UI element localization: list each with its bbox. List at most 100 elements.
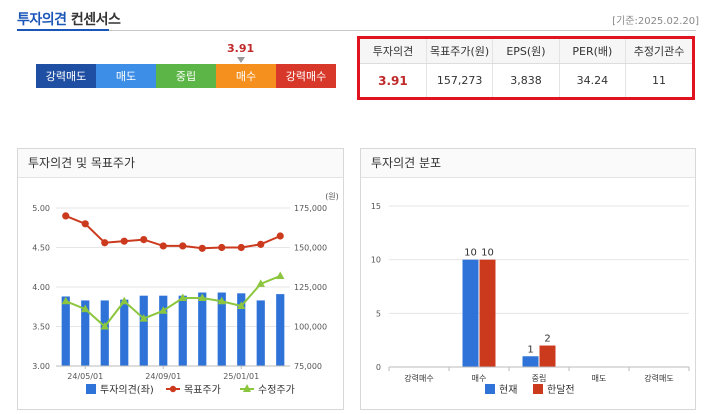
data-label: 2 [544, 334, 550, 345]
adjusted-price-point [61, 296, 70, 305]
opinion-target-price-chart: 5.00 4.50 4.00 3.50 3.00 175,000 150,000 125,00… [32, 192, 339, 396]
opinion-bar [120, 299, 129, 366]
legend-swatch-opinion [86, 384, 96, 394]
adjusted-price-point [217, 296, 226, 305]
y-right-tick-label: 100,000 [294, 323, 327, 332]
month-ago-bar [539, 345, 556, 367]
legend-label-target: 목표주가 [184, 384, 221, 396]
legend-label-opinion: 투자의견(좌) [100, 384, 154, 396]
opinion-scale-value: 3.91 [227, 42, 255, 55]
target-price-point [218, 243, 226, 252]
table-row: 3.91 157,273 3,838 34.24 11 [360, 63, 692, 97]
opinion-distribution-chart: 10 1 10 2 15 10 5 0 강력매수 매수 중립 매도 강력매도 현재 한달전 [371, 202, 690, 396]
target-price-point [101, 239, 109, 247]
y-tick-label: 0 [376, 363, 381, 372]
legend-label-adjusted: 수정주가 [258, 384, 295, 396]
x-tick-label: 24/05/01 [67, 372, 103, 381]
target-price-point [159, 242, 167, 250]
target-price-point [198, 244, 206, 252]
title-main: 투자의견 [17, 12, 67, 28]
header-divider [17, 30, 696, 31]
header-accent [17, 29, 109, 31]
title-sub: 컨센서스 [70, 12, 121, 28]
y-right-tick-label: 175,000 [294, 204, 327, 213]
y-tick-label: 5 [376, 309, 381, 318]
legend-label-month-ago: 한달전 [547, 384, 575, 396]
legend-swatch-adjusted [243, 384, 251, 392]
target-price-point [276, 232, 284, 240]
target-price-point [81, 220, 89, 228]
cell-institutions: 11 [652, 74, 667, 87]
col-header-target-price: 목표주가(원) [426, 39, 494, 64]
table-header-row: 투자의견 목표주가(원) EPS(원) PER(배) 추정기관수 [360, 39, 692, 64]
data-label: 10 [464, 248, 477, 259]
scale-segment-buy: 매수 [216, 64, 276, 88]
col-header-opinion: 투자의견 [360, 39, 427, 64]
opinion-bar [237, 293, 246, 366]
target-price-point [257, 240, 265, 248]
opinion-bar [61, 296, 70, 366]
data-label: 1 [527, 344, 533, 355]
y-left-tick-label: 5.00 [32, 204, 50, 213]
opinion-bar [178, 295, 187, 366]
adjusted-price-line [65, 275, 281, 328]
legend-label-current: 현재 [499, 384, 517, 396]
legend-swatch-month-ago [533, 384, 543, 394]
target-price-point [237, 243, 245, 252]
target-price-point [179, 242, 187, 250]
opinion-bar [217, 292, 226, 366]
adjusted-price-point [198, 293, 207, 302]
opinion-distribution-panel: 투자의견 분포 10 1 10 2 15 10 5 0 강력매수 매수 중립 매도 강력매도 현재 한달… [360, 148, 696, 410]
x-tick-label: 25/01/01 [223, 372, 259, 381]
scale-segment-strong-buy: 강력매수 [276, 64, 336, 88]
panel-title: 투자의견 및 목표주가 [18, 149, 343, 178]
y-left-tick-label: 3.00 [32, 362, 50, 371]
y-right-unit: (원) [325, 192, 339, 201]
legend-swatch-current [485, 384, 495, 394]
adjusted-price-point [100, 322, 109, 330]
adjusted-price-point [120, 296, 129, 305]
current-bar [522, 356, 539, 367]
opinion-scale: 3.91 강력매도 매도 중립 매수 강력매수 [36, 42, 336, 90]
opinion-bar [256, 300, 265, 366]
adjusted-price-point [159, 306, 168, 314]
target-price-point [120, 237, 128, 245]
y-right-tick-label: 75,000 [294, 362, 322, 371]
panel-title: 투자의견 분포 [361, 149, 695, 178]
opinion-bar [81, 300, 90, 366]
scale-segment-sell: 매도 [96, 64, 156, 88]
cell-eps: 3,838 [492, 63, 560, 97]
adjusted-price-point [178, 293, 187, 302]
opinion-scale-bar: 강력매도 매도 중립 매수 강력매수 [36, 64, 336, 88]
legend-swatch-target [169, 385, 177, 393]
base-date: [기준:2025.02.20] [612, 16, 699, 27]
opinion-bar [100, 300, 109, 366]
x-tick-label: 매도 [592, 374, 607, 383]
y-left-tick-label: 3.50 [32, 323, 50, 332]
y-tick-label: 15 [371, 202, 381, 211]
cell-opinion: 3.91 [360, 63, 427, 97]
opinion-bar [198, 292, 207, 366]
y-left-tick-label: 4.50 [32, 244, 50, 253]
adjusted-price-point [276, 271, 285, 279]
col-header-per: PER(배) [559, 39, 627, 64]
adjusted-price-point [237, 301, 246, 309]
cell-per: 34.24 [559, 63, 627, 97]
y-tick-label: 10 [371, 256, 381, 265]
month-ago-bar [479, 259, 496, 367]
adjusted-price-point [139, 314, 148, 322]
triangle-marker-icon [236, 57, 245, 63]
col-header-eps: EPS(원) [492, 39, 560, 64]
target-price-point [140, 236, 148, 244]
target-price-point [62, 212, 70, 220]
col-header-institutions: 추정기관수 [625, 39, 692, 64]
x-tick-label: 중립 [532, 374, 547, 383]
consensus-table: 투자의견 목표주가(원) EPS(원) PER(배) 추정기관수 3.91 15… [357, 36, 695, 100]
x-tick-label: 매수 [472, 374, 487, 383]
adjusted-price-point [256, 279, 265, 287]
target-price-line [65, 214, 281, 250]
y-right-tick-label: 125,000 [294, 283, 327, 292]
x-tick-label: 강력매도 [644, 373, 673, 383]
opinion-bar [139, 295, 148, 366]
x-tick-label: 24/09/01 [145, 372, 181, 381]
